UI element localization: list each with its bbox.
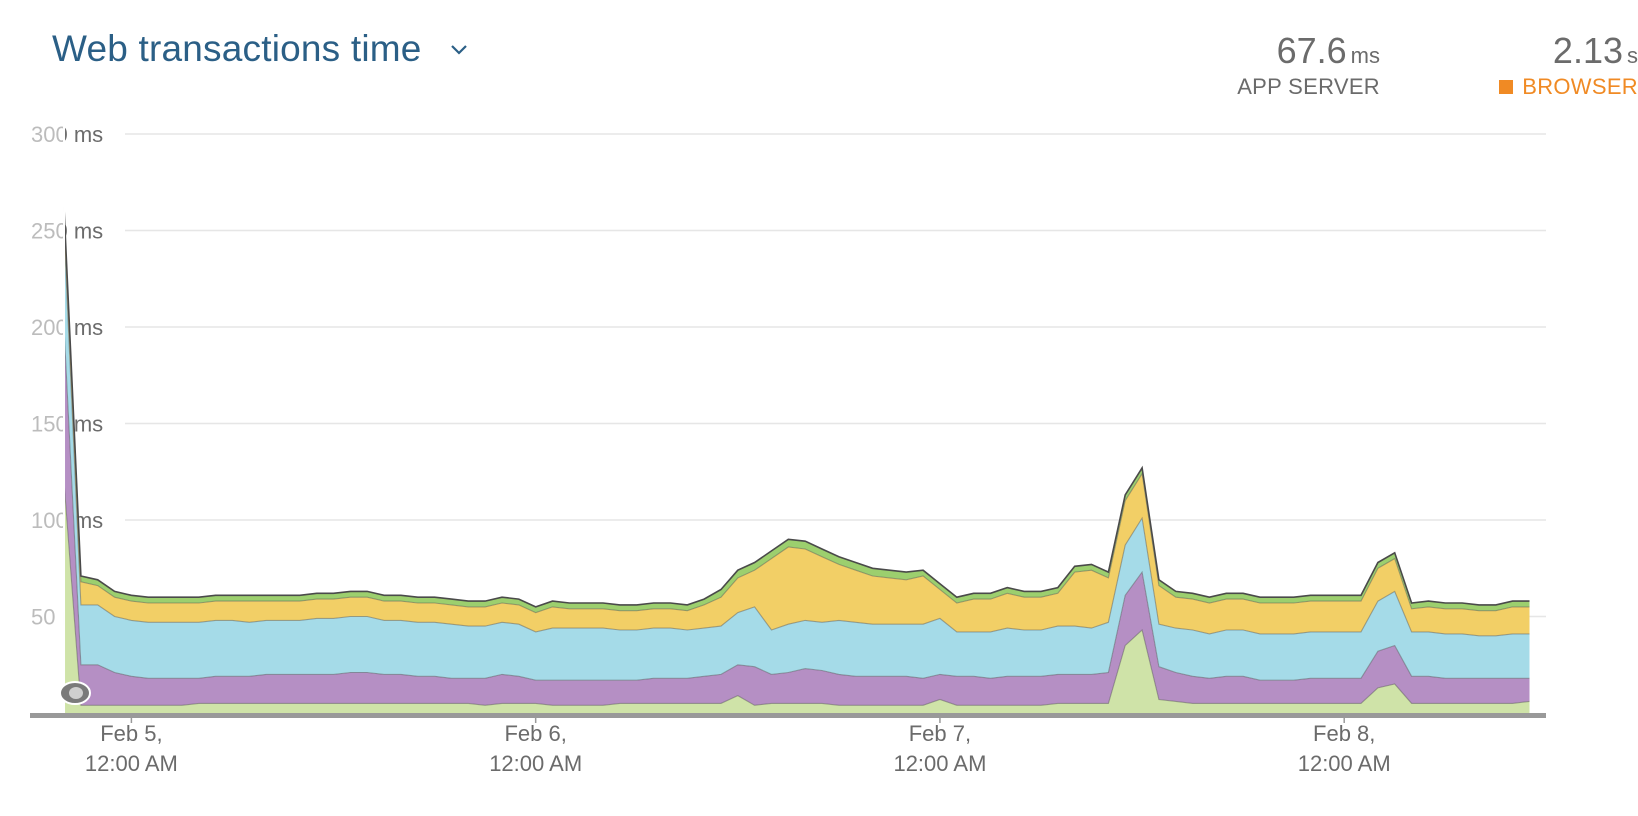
browser-legend-swatch: [1499, 80, 1514, 94]
x-tick-label-time: 12:00 AM: [893, 751, 986, 776]
chart-title-dropdown[interactable]: Web transactions time: [52, 28, 470, 70]
series-boundary-line: [63, 211, 1530, 614]
series-boundary-line: [63, 481, 1530, 706]
series-boundary-line: [63, 326, 1530, 681]
x-tick-label-time: 12:00 AM: [489, 751, 582, 776]
range-mask: [30, 110, 65, 713]
browser-metric[interactable]: 2.13 s BROWSER: [1499, 30, 1638, 100]
x-tick-label-date: Feb 6,: [504, 721, 566, 746]
series-area-2: [64, 327, 1530, 706]
series-boundary-line: [63, 207, 1530, 608]
range-handle-grip: [69, 687, 83, 699]
chart-header: Web transactions time 67.6 ms APP SERVER …: [0, 0, 1638, 110]
app-server-unit: ms: [1350, 43, 1380, 68]
series-area-3: [64, 230, 1530, 681]
x-tick-label-time: 12:00 AM: [1298, 751, 1391, 776]
browser-unit: s: [1627, 43, 1638, 68]
area-layers: [63, 207, 1530, 713]
series-area-1: [64, 481, 1530, 713]
x-tick-label-time: 12:00 AM: [85, 751, 178, 776]
x-tick-label-date: Feb 5,: [100, 721, 162, 746]
x-axis-line: [30, 713, 1546, 718]
browser-label: BROWSER: [1522, 74, 1638, 99]
chevron-down-icon: [450, 45, 467, 55]
chart-title: Web transactions time: [52, 28, 422, 69]
browser-value: 2.13: [1552, 30, 1623, 71]
app-server-label: APP SERVER: [1237, 74, 1380, 99]
x-tick-label-date: Feb 7,: [909, 721, 971, 746]
app-server-metric[interactable]: 67.6 ms APP SERVER: [1237, 30, 1380, 100]
app-server-value: 67.6: [1276, 30, 1347, 71]
series-boundary-line: [63, 230, 1530, 637]
x-tick-label-date: Feb 8,: [1313, 721, 1375, 746]
series-area-4: [64, 211, 1530, 636]
